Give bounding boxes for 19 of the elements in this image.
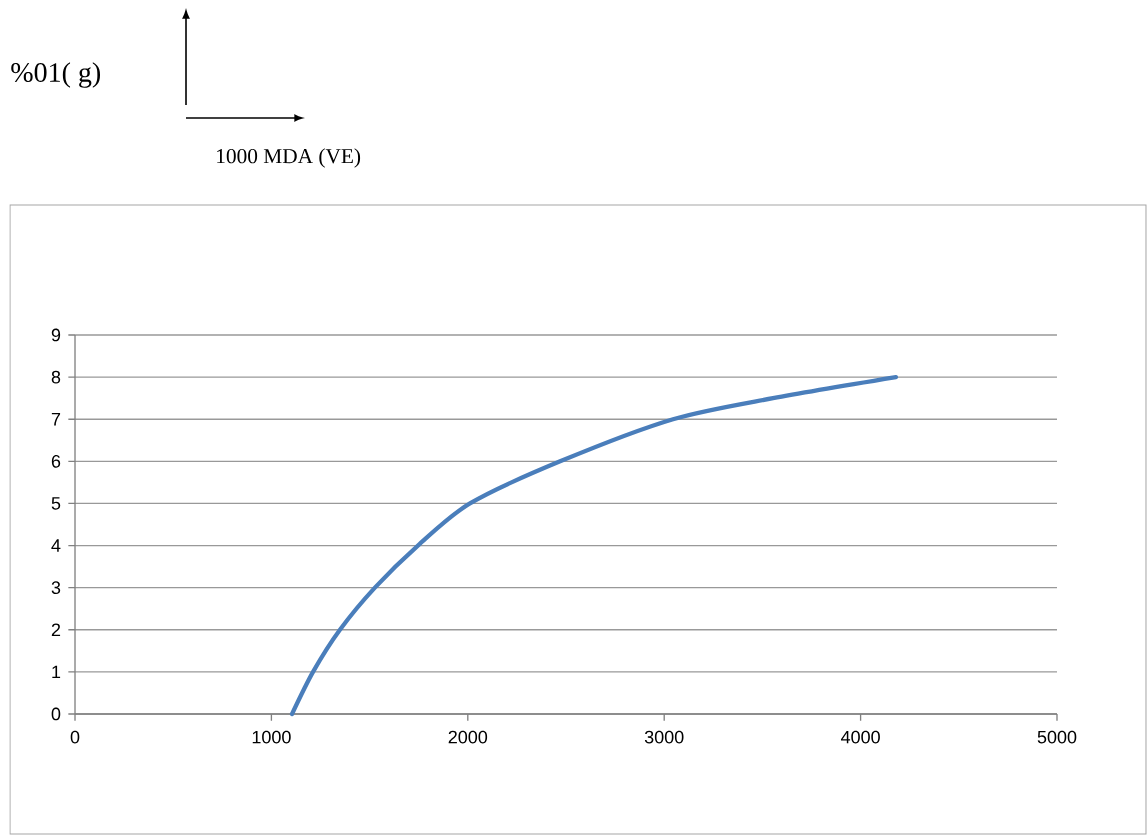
x-tick-label: 1000 <box>252 730 291 744</box>
y-tick-label: 4 <box>51 539 61 552</box>
text: 1000 MDA (VE) <box>217 148 361 168</box>
y-tick-label: 7 <box>51 413 61 426</box>
x-tick-label: 2000 <box>448 730 488 744</box>
y-tick-label: 8 <box>51 370 61 384</box>
y-tick-label: 0 <box>51 707 61 721</box>
x-tick-label: 3000 <box>644 730 684 744</box>
line-series <box>289 374 899 717</box>
y-tick-label: 3 <box>51 581 61 595</box>
x-tick-label: 5000 <box>1037 730 1077 744</box>
y-tick-label: 9 <box>51 328 61 342</box>
x-tick-label: 4000 <box>841 730 880 744</box>
y-tick-label: 5 <box>51 497 61 510</box>
y-tick-label: 1 <box>52 665 61 679</box>
y-tick-label: 2 <box>51 623 61 637</box>
x-tick-label: 0 <box>70 730 80 744</box>
y-tick-label: 6 <box>51 454 61 468</box>
text: %01( g) <box>11 62 101 88</box>
